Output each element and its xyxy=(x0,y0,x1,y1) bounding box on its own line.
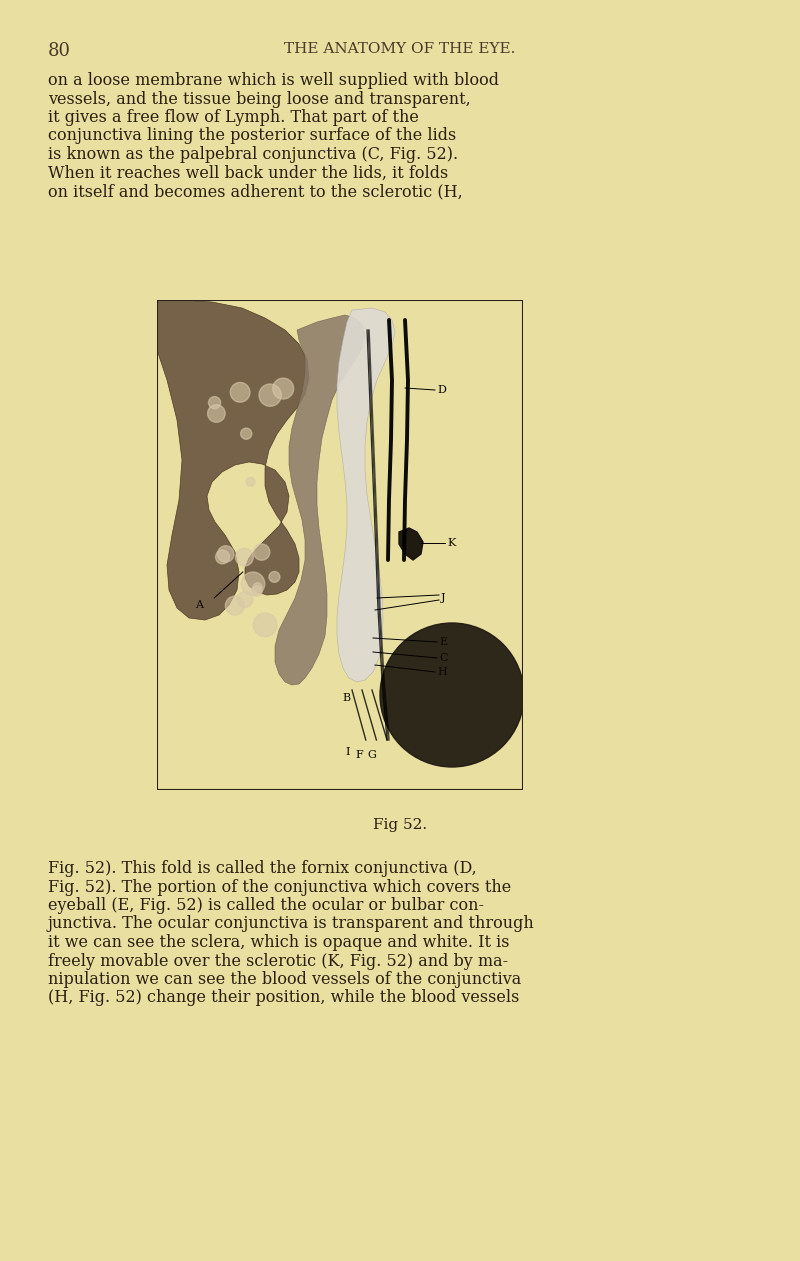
Text: on itself and becomes adherent to the sclerotic (H,: on itself and becomes adherent to the sc… xyxy=(48,183,462,200)
Circle shape xyxy=(380,623,524,767)
Text: (H, Fig. 52) change their position, while the blood vessels: (H, Fig. 52) change their position, whil… xyxy=(48,990,519,1006)
Circle shape xyxy=(253,583,262,591)
Text: F: F xyxy=(355,750,362,760)
Circle shape xyxy=(241,427,252,439)
Circle shape xyxy=(207,405,225,422)
Text: conjunctiva lining the posterior surface of the lids: conjunctiva lining the posterior surface… xyxy=(48,127,456,145)
Text: is known as the palpebral conjunctiva (C, Fig. 52).: is known as the palpebral conjunctiva (C… xyxy=(48,146,458,163)
Circle shape xyxy=(273,378,294,398)
Text: freely movable over the sclerotic (K, Fig. 52) and by ma-: freely movable over the sclerotic (K, Fi… xyxy=(48,952,508,970)
Polygon shape xyxy=(337,308,395,682)
Text: 80: 80 xyxy=(48,42,71,61)
Text: eyeball (E, Fig. 52) is called the ocular or bulbar con-: eyeball (E, Fig. 52) is called the ocula… xyxy=(48,897,484,914)
Polygon shape xyxy=(157,300,309,620)
Text: Fig. 52). This fold is called the fornix conjunctiva (D,: Fig. 52). This fold is called the fornix… xyxy=(48,860,477,876)
Circle shape xyxy=(235,549,254,566)
Circle shape xyxy=(237,591,253,608)
Circle shape xyxy=(254,613,277,637)
Circle shape xyxy=(252,586,262,596)
Circle shape xyxy=(246,478,255,487)
Text: K: K xyxy=(447,538,455,549)
Text: G: G xyxy=(367,750,376,760)
Circle shape xyxy=(218,546,234,562)
Text: H: H xyxy=(437,667,446,677)
Circle shape xyxy=(230,382,250,402)
Text: A: A xyxy=(195,600,203,610)
Text: junctiva. The ocular conjunctiva is transparent and through: junctiva. The ocular conjunctiva is tran… xyxy=(48,915,534,932)
Text: When it reaches well back under the lids, it folds: When it reaches well back under the lids… xyxy=(48,164,448,182)
Text: D: D xyxy=(437,385,446,395)
Text: THE ANATOMY OF THE EYE.: THE ANATOMY OF THE EYE. xyxy=(284,42,516,55)
Circle shape xyxy=(226,596,244,615)
Circle shape xyxy=(215,550,230,564)
Circle shape xyxy=(269,571,280,583)
Text: B: B xyxy=(342,694,350,702)
Circle shape xyxy=(209,397,221,409)
Text: nipulation we can see the blood vessels of the conjunctiva: nipulation we can see the blood vessels … xyxy=(48,971,522,989)
Text: E: E xyxy=(439,637,447,647)
Text: on a loose membrane which is well supplied with blood: on a loose membrane which is well suppli… xyxy=(48,72,499,90)
Text: it we can see the sclera, which is opaque and white. It is: it we can see the sclera, which is opaqu… xyxy=(48,934,510,951)
Text: J: J xyxy=(441,593,446,603)
Text: C: C xyxy=(439,653,447,663)
Text: it gives a free flow of Lymph. That part of the: it gives a free flow of Lymph. That part… xyxy=(48,108,419,126)
Circle shape xyxy=(242,572,265,595)
Circle shape xyxy=(254,543,270,560)
Circle shape xyxy=(259,383,282,406)
Text: vessels, and the tissue being loose and transparent,: vessels, and the tissue being loose and … xyxy=(48,91,470,107)
Text: Fig. 52). The portion of the conjunctiva which covers the: Fig. 52). The portion of the conjunctiva… xyxy=(48,879,511,895)
Text: Fig 52.: Fig 52. xyxy=(373,818,427,832)
Text: I: I xyxy=(345,747,350,757)
Polygon shape xyxy=(399,528,423,560)
Polygon shape xyxy=(275,315,365,685)
